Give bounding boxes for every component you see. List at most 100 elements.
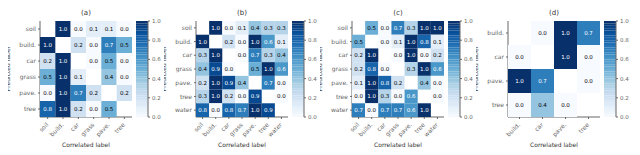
- svg-text:0.3: 0.3: [198, 52, 207, 58]
- svg-text:grass: grass: [176, 65, 192, 73]
- svg-text:0.7: 0.7: [394, 25, 403, 31]
- svg-text:0.6: 0.6: [407, 107, 416, 113]
- svg-text:0.0: 0.0: [584, 78, 593, 84]
- svg-text:pave.: pave.: [331, 79, 348, 87]
- svg-text:0.1: 0.1: [74, 74, 83, 80]
- svg-text:0.2: 0.2: [308, 95, 317, 101]
- svg-text:car: car: [69, 121, 81, 133]
- svg-text:0.0: 0.0: [89, 106, 98, 112]
- svg-text:Predicted label: Predicted label: [476, 46, 479, 91]
- svg-text:0.3: 0.3: [407, 66, 416, 72]
- svg-text:0.4: 0.4: [105, 74, 114, 80]
- svg-text:0.0: 0.0: [238, 93, 247, 99]
- svg-text:0.8: 0.8: [198, 107, 207, 113]
- svg-text:0.0: 0.0: [43, 90, 52, 96]
- svg-text:0.2: 0.2: [74, 106, 83, 112]
- svg-text:1.0: 1.0: [620, 18, 629, 24]
- svg-text:soil: soil: [182, 24, 192, 31]
- svg-text:0.0: 0.0: [74, 26, 83, 32]
- svg-text:0.0: 0.0: [433, 80, 442, 86]
- svg-text:1.0: 1.0: [251, 39, 260, 45]
- svg-text:1.0: 1.0: [152, 18, 161, 24]
- svg-text:0.0: 0.0: [380, 39, 389, 45]
- svg-text:0.4: 0.4: [620, 76, 629, 82]
- svg-text:build.: build.: [487, 29, 504, 36]
- svg-text:0.4: 0.4: [238, 80, 247, 86]
- svg-text:0.6: 0.6: [264, 39, 273, 45]
- svg-text:0.1: 0.1: [433, 39, 442, 45]
- svg-text:0.4: 0.4: [308, 76, 317, 82]
- svg-text:0.0: 0.0: [464, 114, 473, 120]
- svg-text:0.0: 0.0: [89, 42, 98, 48]
- svg-text:0.1: 0.1: [105, 26, 114, 32]
- svg-text:0.2: 0.2: [224, 93, 233, 99]
- svg-text:1.0: 1.0: [407, 39, 416, 45]
- svg-text:1.0: 1.0: [211, 52, 220, 58]
- svg-text:0.0: 0.0: [515, 54, 524, 60]
- svg-text:soil: soil: [37, 121, 49, 133]
- svg-text:1.0: 1.0: [433, 25, 442, 31]
- svg-text:Correlated label: Correlated label: [218, 141, 266, 147]
- svg-text:0.0: 0.0: [211, 107, 220, 113]
- svg-text:water: water: [175, 106, 193, 113]
- svg-text:grass: grass: [20, 73, 36, 81]
- svg-text:1.0: 1.0: [367, 52, 376, 58]
- svg-text:build.: build.: [357, 121, 374, 138]
- svg-text:0.2: 0.2: [464, 95, 473, 101]
- svg-text:0.2: 0.2: [224, 39, 233, 45]
- svg-text:0.8: 0.8: [620, 37, 629, 43]
- svg-text:0.2: 0.2: [120, 90, 129, 96]
- svg-text:1.0: 1.0: [59, 26, 68, 32]
- svg-text:0.7: 0.7: [394, 107, 403, 113]
- svg-text:0.2: 0.2: [394, 80, 403, 86]
- svg-text:0.3: 0.3: [264, 25, 273, 31]
- svg-text:0.0: 0.0: [420, 52, 429, 58]
- svg-text:0.0: 0.0: [515, 102, 524, 108]
- svg-text:0.8: 0.8: [308, 37, 317, 43]
- svg-text:1.0: 1.0: [251, 107, 260, 113]
- svg-text:0.7: 0.7: [380, 107, 389, 113]
- svg-text:0.3: 0.3: [380, 93, 389, 99]
- svg-text:0.9: 0.9: [264, 107, 273, 113]
- svg-text:0.0: 0.0: [561, 102, 570, 108]
- svg-text:0.4: 0.4: [152, 76, 161, 82]
- svg-text:0.5: 0.5: [105, 106, 114, 112]
- svg-text:water: water: [266, 121, 283, 138]
- svg-text:Correlated label: Correlated label: [374, 141, 422, 147]
- svg-text:pave.: pave.: [551, 121, 568, 138]
- svg-text:pave.: pave.: [19, 89, 36, 97]
- svg-text:0.0: 0.0: [367, 107, 376, 113]
- svg-text:0.1: 0.1: [89, 26, 98, 32]
- svg-text:soil: soil: [338, 24, 348, 31]
- svg-text:0.0: 0.0: [224, 25, 233, 31]
- svg-text:0.7: 0.7: [354, 107, 363, 113]
- svg-text:1.0: 1.0: [464, 18, 473, 24]
- svg-text:soil: soil: [26, 25, 36, 32]
- svg-text:0.2: 0.2: [620, 95, 629, 101]
- svg-text:0.6: 0.6: [407, 93, 416, 99]
- svg-text:0.0: 0.0: [277, 80, 286, 86]
- svg-text:Predicted label: Predicted label: [164, 46, 167, 91]
- svg-text:0.0: 0.0: [433, 93, 442, 99]
- svg-text:0.8: 0.8: [43, 106, 52, 112]
- svg-text:0.1: 0.1: [277, 39, 286, 45]
- svg-text:0.2: 0.2: [74, 42, 83, 48]
- svg-text:0.6: 0.6: [277, 66, 286, 72]
- svg-text:tree: tree: [24, 105, 36, 112]
- svg-text:1.0: 1.0: [308, 18, 317, 24]
- svg-text:tree: tree: [336, 93, 348, 100]
- svg-text:0.0: 0.0: [120, 26, 129, 32]
- svg-text:1.0: 1.0: [561, 30, 570, 36]
- svg-text:0.9: 0.9: [224, 80, 233, 86]
- svg-text:1.0: 1.0: [59, 74, 68, 80]
- svg-text:0.7: 0.7: [105, 42, 114, 48]
- svg-text:0.8: 0.8: [380, 80, 389, 86]
- svg-text:1.0: 1.0: [367, 93, 376, 99]
- svg-text:0.8: 0.8: [420, 39, 429, 45]
- svg-text:0.5: 0.5: [43, 74, 52, 80]
- svg-text:pave.: pave.: [487, 77, 504, 85]
- svg-text:0.4: 0.4: [538, 102, 547, 108]
- svg-text:1.0: 1.0: [407, 52, 416, 58]
- svg-text:0.0: 0.0: [380, 66, 389, 72]
- svg-text:0.0: 0.0: [354, 93, 363, 99]
